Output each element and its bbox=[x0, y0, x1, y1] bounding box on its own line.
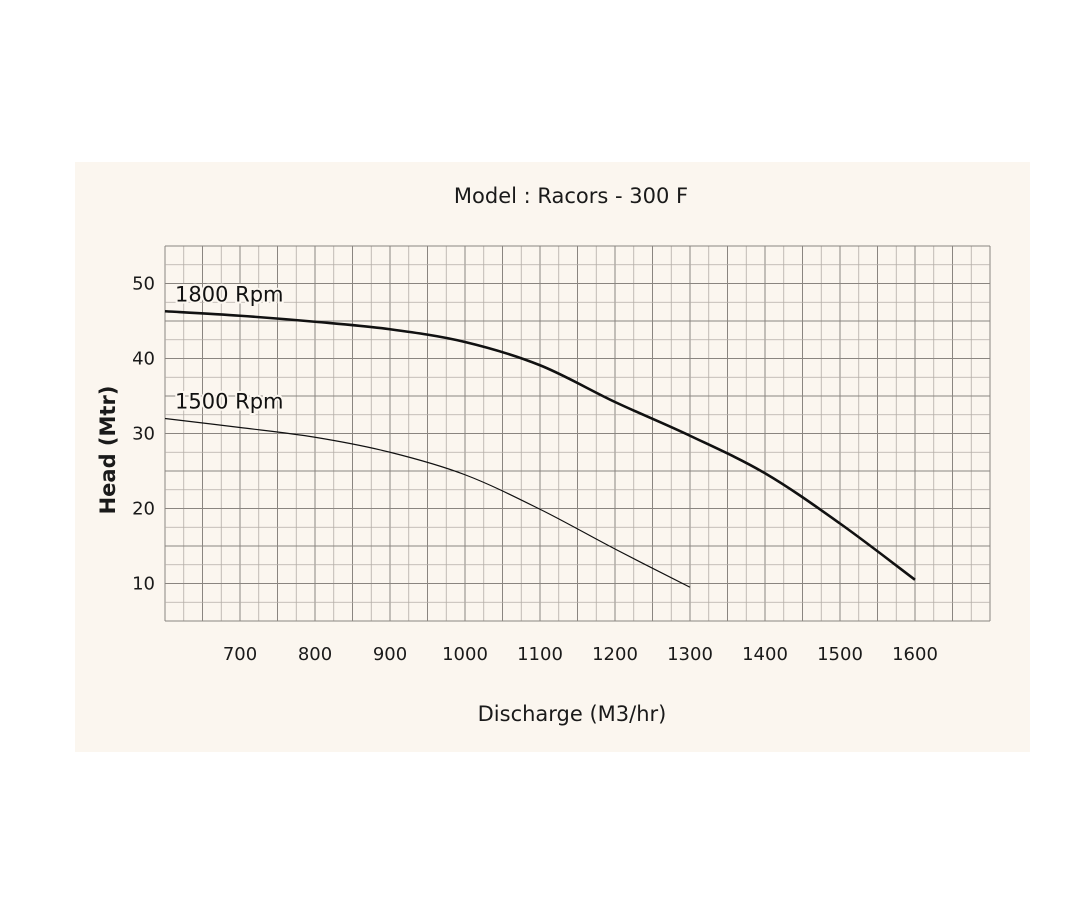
curve-1800-rpm bbox=[164, 309, 916, 581]
x-tick-label: 800 bbox=[298, 644, 332, 665]
grid bbox=[164, 245, 991, 622]
y-tick-label: 20 bbox=[132, 499, 155, 520]
y-tick-label: 40 bbox=[132, 349, 155, 370]
x-tick-label: 1200 bbox=[592, 644, 638, 665]
y-tick-label: 30 bbox=[132, 424, 155, 445]
curves: 1800 Rpm 1500 Rpm bbox=[164, 280, 916, 588]
x-tick-label: 1500 bbox=[817, 644, 863, 665]
x-tick-labels: 700 800 900 1000 1100 1200 1300 1400 1500 1600 bbox=[223, 644, 938, 665]
x-tick-label: 1300 bbox=[667, 644, 713, 665]
series-label: 1800 Rpm bbox=[175, 282, 284, 306]
curve-1500-rpm bbox=[164, 417, 691, 588]
x-tick-label: 1600 bbox=[892, 644, 938, 665]
y-axis-label: Head (Mtr) bbox=[96, 386, 120, 515]
y-tick-label: 10 bbox=[132, 574, 155, 595]
x-tick-label: 1400 bbox=[742, 644, 788, 665]
series-label: 1500 Rpm bbox=[175, 390, 284, 414]
y-tick-labels: 10 20 30 40 50 bbox=[132, 274, 155, 595]
x-tick-label: 900 bbox=[373, 644, 407, 665]
chart-title: Model : Racors - 300 F bbox=[453, 184, 689, 208]
x-tick-label: 700 bbox=[223, 644, 257, 665]
x-tick-label: 1000 bbox=[442, 644, 488, 665]
x-tick-label: 1100 bbox=[517, 644, 563, 665]
y-tick-label: 50 bbox=[132, 274, 155, 295]
x-axis-label: Discharge (M3/hr) bbox=[478, 702, 667, 726]
chart-background bbox=[75, 162, 1030, 752]
